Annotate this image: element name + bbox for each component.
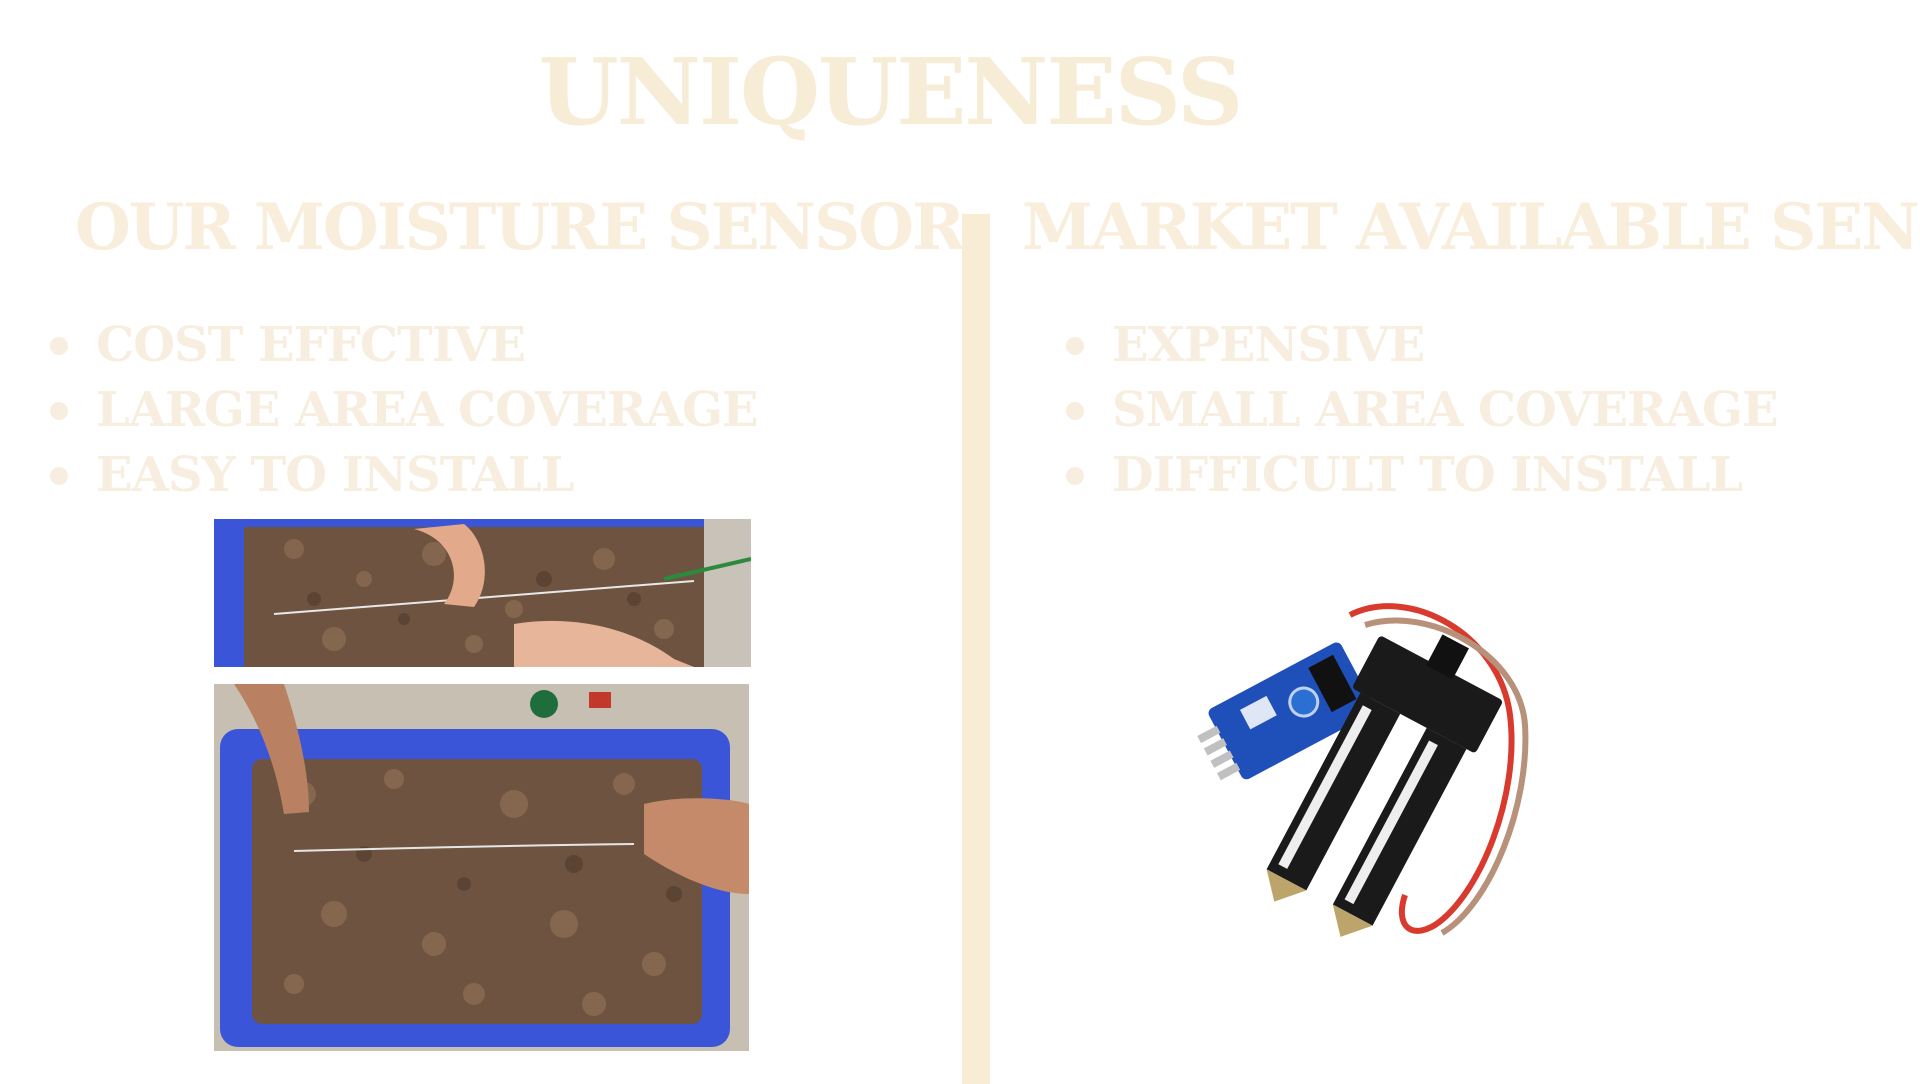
right-bullet-item: DIFFICULT TO INSTALL (1066, 443, 1778, 508)
right-bullet-item: SMALL AREA COVERAGE (1066, 378, 1779, 443)
soil-tray-photo-2 (214, 684, 749, 1051)
right-bullet-item: EXPENSIVE (1066, 313, 1778, 378)
column-divider (962, 214, 990, 1084)
left-bullet-item: COST EFFCTIVE (50, 313, 758, 378)
moisture-sensor-photo (1180, 595, 1600, 950)
soil-tray-photo-1 (214, 519, 751, 667)
left-column-heading: OUR MOISTURE SENSOR (75, 190, 965, 265)
left-bullet-list: COST EFFCTIVE LARGE AREA COVERAGE EASY T… (50, 313, 759, 508)
left-bullet-item: LARGE AREA COVERAGE (50, 378, 759, 443)
left-bullet-item: EASY TO INSTALL (50, 443, 758, 508)
right-bullet-list: EXPENSIVE SMALL AREA COVERAGE DIFFICULT … (1066, 313, 1779, 508)
right-column-heading: MARKET AVAILABLE SENSOR (1022, 190, 1920, 265)
page-title: UNIQUENESS (538, 38, 1244, 146)
